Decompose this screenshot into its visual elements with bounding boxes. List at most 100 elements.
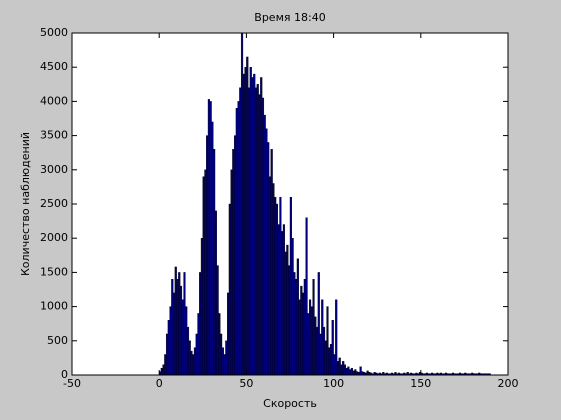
bar [261,97,265,376]
y-tick-label: 4500 [40,60,68,73]
y-tick-label: 500 [47,334,68,347]
bar [249,66,252,376]
x-tick-label: 50 [239,377,253,390]
bar [258,94,261,376]
bar [227,292,230,376]
bar [176,279,179,376]
bar [225,340,228,376]
bar [169,306,172,376]
bar [186,326,190,376]
bar [253,73,256,376]
bar [246,56,249,376]
bar [322,326,326,376]
bar [233,135,237,376]
bar [274,196,277,376]
bar [251,77,254,376]
bar [239,87,242,376]
bar [235,108,238,376]
bar [312,279,315,376]
bar [197,313,200,376]
bar [349,369,352,376]
bar [268,176,272,376]
bar [209,101,212,376]
y-tick-label: 3000 [40,163,68,176]
bar [342,361,345,376]
bar [347,366,350,376]
bar [183,272,186,376]
bar [366,370,369,376]
y-tick-label: 1500 [40,265,68,278]
bar [340,364,343,376]
bar [214,210,217,376]
y-tick-label: 0 [61,368,68,381]
bar [211,121,214,376]
bar [193,347,197,376]
bar [326,306,329,376]
bar [295,279,298,376]
bar [190,350,193,376]
bar [216,265,219,376]
x-tick-label: -50 [63,377,81,390]
y-axis-label: Количество наблюдений [19,132,32,276]
bar [188,340,191,376]
bar [310,306,313,376]
y-tick-label: 3500 [40,129,68,142]
bar [284,251,287,376]
bar [343,364,347,376]
bar [202,176,205,376]
bar [291,237,294,376]
bar [303,279,306,376]
bar [207,99,210,376]
bar [228,203,231,376]
bar [232,149,235,376]
x-tick-label: 150 [410,377,431,390]
y-tick-label: 1000 [40,300,68,313]
bar [329,344,333,376]
bar [204,169,207,376]
bar [230,169,233,376]
bar [199,272,202,376]
bar [220,333,223,376]
bar [298,299,301,376]
bar [240,32,244,376]
y-tick-label: 2500 [40,197,68,210]
bar [247,87,251,376]
chart-title: Время 18:40 [254,11,325,24]
x-tick-label: 100 [323,377,344,390]
bar [206,135,209,376]
bar [174,266,177,376]
bar [307,313,310,376]
bar [302,292,305,376]
bar [293,272,296,376]
bar [195,333,198,376]
bar [179,285,183,376]
bar [315,326,319,376]
bar [267,142,270,376]
bar [213,149,216,376]
bar [270,149,273,376]
bar [300,285,303,376]
y-tick-label: 5000 [40,26,68,39]
bar [317,272,320,376]
bar [223,354,226,376]
bar [275,203,278,376]
x-axis-label: Скорость [263,397,317,410]
bar [308,299,312,376]
bar [335,299,338,376]
x-tick-label: 200 [498,377,519,390]
bar [167,320,170,376]
bar [178,272,181,376]
bar [328,347,331,376]
bar [350,367,353,376]
bar [345,367,348,376]
y-tick-label: 2000 [40,231,68,244]
bar [244,66,247,376]
bar [162,364,165,376]
bar [354,369,357,376]
bar [160,367,163,376]
bar [277,224,280,376]
bar [288,265,291,376]
bar [359,366,362,376]
bar [237,101,240,376]
